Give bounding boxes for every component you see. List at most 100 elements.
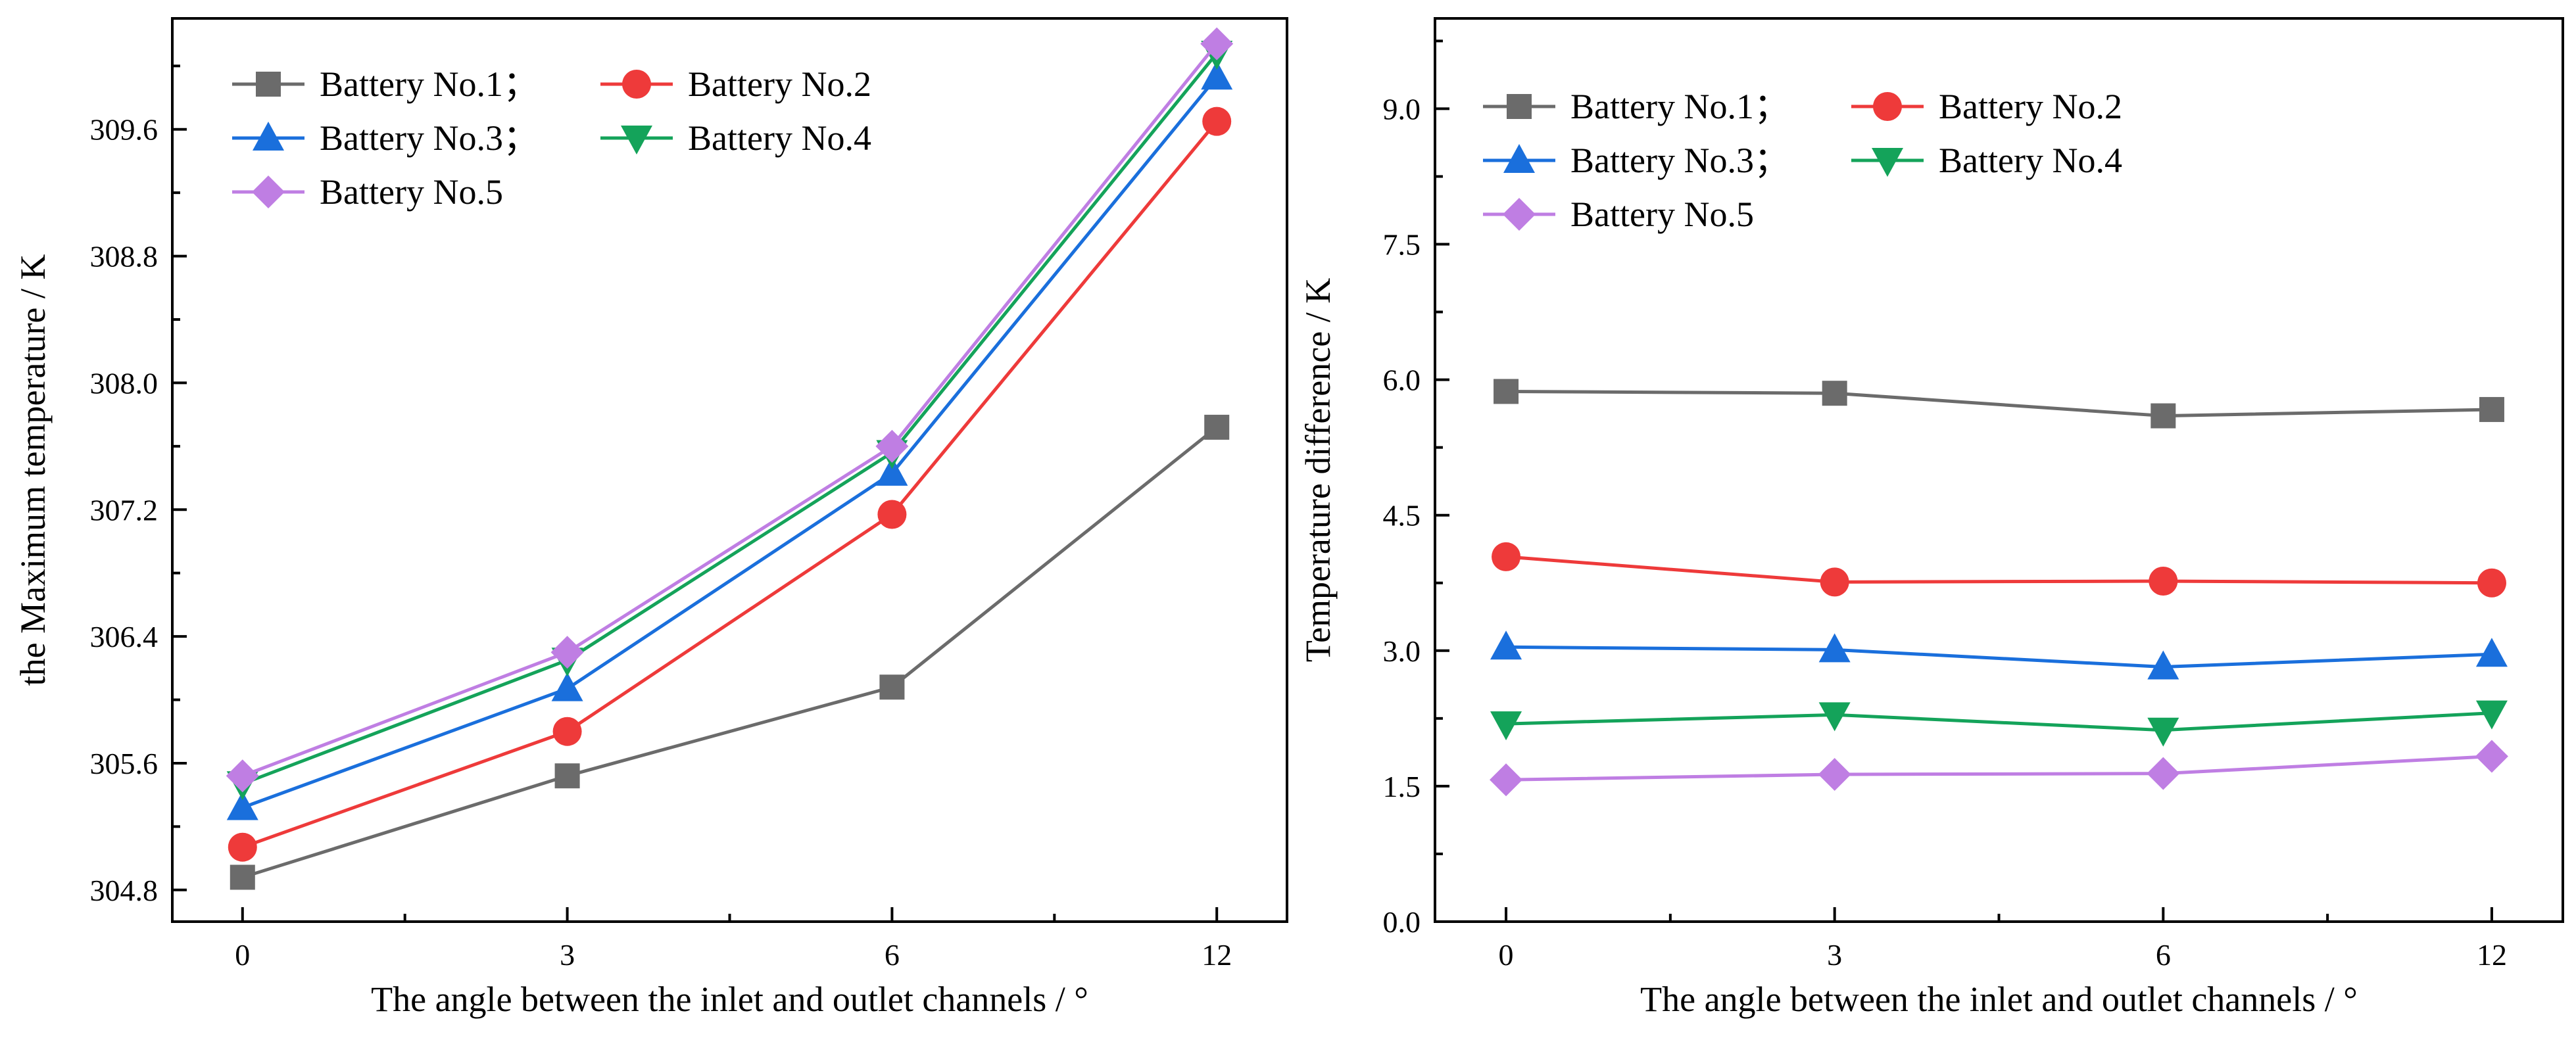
data-point-battery-no-5 <box>1490 763 1523 797</box>
legend-label: Battery No.3； <box>320 118 539 158</box>
y-tick-label: 304.8 <box>90 874 158 907</box>
data-point-battery-no-5 <box>2475 740 2508 773</box>
y-tick-label: 6.0 <box>1383 364 1421 397</box>
data-point-battery-no-2 <box>2149 567 2178 596</box>
series-line-battery-no-2 <box>241 120 1219 849</box>
y-tick-label: 309.6 <box>90 113 158 147</box>
y-tick-label: 306.4 <box>90 620 158 653</box>
series-battery-no-2 <box>228 106 1232 862</box>
series-battery-no-1 <box>1494 379 2504 429</box>
y-tick-label: 0.0 <box>1383 905 1421 939</box>
legend-item-battery-no-4: Battery No.4 <box>1851 141 2122 180</box>
series-line-battery-no-3 <box>1506 645 2492 669</box>
series-battery-no-5 <box>226 27 1234 793</box>
data-point-battery-no-5 <box>550 636 584 669</box>
data-point-battery-no-1 <box>1822 381 1847 406</box>
legend-item-battery-no-3: Battery No.3； <box>1483 141 1789 180</box>
y-axis-label: the Maximum temperature / K <box>13 254 53 686</box>
legend-label: Battery No.4 <box>1939 141 2122 180</box>
data-point-battery-no-1 <box>879 674 905 700</box>
legend-item-battery-no-4: Battery No.4 <box>600 118 871 158</box>
data-point-battery-no-1 <box>1204 414 1230 440</box>
x-tick-label: 6 <box>2156 938 2171 972</box>
data-point-battery-no-5 <box>875 429 909 463</box>
x-tick-label: 0 <box>1499 938 1514 972</box>
legend-marker <box>622 70 651 99</box>
legend-label: Battery No.3； <box>1570 141 1789 180</box>
series-battery-no-4 <box>1490 700 2508 747</box>
data-point-battery-no-1 <box>2151 403 2176 429</box>
y-tick-label: 308.0 <box>90 366 158 400</box>
legend-label: Battery No.1； <box>320 64 539 104</box>
data-point-battery-no-2 <box>877 500 907 529</box>
data-point-battery-no-2 <box>1492 542 1521 571</box>
data-point-battery-no-3 <box>1818 633 1851 663</box>
legend-marker <box>621 126 652 154</box>
data-point-battery-no-2 <box>552 717 582 746</box>
y-tick-label: 9.0 <box>1383 92 1421 126</box>
series-line-battery-no-1 <box>1506 389 2492 418</box>
max-temperature-chart: 304.8 305.6 306.4 307.2 308.0 308.8 309.6 0 3 6 12… <box>13 17 1288 1019</box>
data-point-battery-no-5 <box>1200 27 1234 60</box>
data-point-battery-no-2 <box>1820 567 1849 597</box>
legend-item-battery-no-5: Battery No.5 <box>232 172 503 212</box>
data-point-battery-no-4 <box>1490 711 1522 741</box>
x-tick-label: 3 <box>1827 938 1842 972</box>
data-point-battery-no-2 <box>2477 568 2506 598</box>
data-point-battery-no-1 <box>230 864 255 890</box>
x-axis-label: The angle between the inlet and outlet c… <box>371 979 1088 1019</box>
data-point-battery-no-3 <box>551 672 583 701</box>
x-tick-label: 3 <box>560 938 575 972</box>
series-line-battery-no-1 <box>242 425 1218 879</box>
legend-item-battery-no-2: Battery No.2 <box>1851 87 2122 126</box>
legend-item-battery-no-3: Battery No.3； <box>232 118 539 158</box>
x-tick-label: 12 <box>1202 938 1232 972</box>
data-point-battery-no-5 <box>226 759 259 793</box>
y-tick-label: 4.5 <box>1383 499 1421 532</box>
data-point-battery-no-3 <box>226 791 258 820</box>
data-point-battery-no-1 <box>554 763 580 789</box>
y-tick-label: 308.8 <box>90 240 158 273</box>
legend-marker <box>1872 148 1903 177</box>
series-line-battery-no-2 <box>1505 555 2492 585</box>
data-point-battery-no-3 <box>2147 650 2179 680</box>
legend-marker <box>1507 94 1532 119</box>
legend-marker <box>256 72 281 97</box>
data-point-battery-no-4 <box>2147 717 2179 747</box>
data-point-battery-no-3 <box>876 456 908 486</box>
x-tick-label: 12 <box>2477 938 2507 972</box>
legend-marker <box>1873 92 1902 121</box>
series-line-battery-no-3 <box>241 76 1219 809</box>
y-tick-label: 1.5 <box>1383 770 1421 803</box>
data-point-battery-no-1 <box>2479 396 2504 422</box>
legend-label: Battery No.2 <box>1939 87 2122 126</box>
data-point-battery-no-2 <box>228 832 257 862</box>
legend-item-battery-no-2: Battery No.2 <box>600 64 871 104</box>
data-point-battery-no-3 <box>2475 638 2508 667</box>
series-line-battery-no-5 <box>1506 755 2492 782</box>
y-tick-label: 305.6 <box>90 747 158 780</box>
series-battery-no-2 <box>1492 542 2506 598</box>
series-line-battery-no-5 <box>241 42 1219 778</box>
legend-item-battery-no-5: Battery No.5 <box>1483 195 1754 234</box>
data-point-battery-no-3 <box>1490 630 1522 660</box>
legend-marker <box>252 176 285 208</box>
legend-marker <box>253 122 284 151</box>
series-line-battery-no-4 <box>1505 711 2492 732</box>
series-battery-no-3 <box>1490 630 2508 680</box>
legend-marker <box>1503 144 1535 173</box>
series-line-battery-no-4 <box>241 52 1219 786</box>
data-point-battery-no-3 <box>1201 60 1233 90</box>
series-battery-no-1 <box>230 414 1230 890</box>
data-point-battery-no-1 <box>1494 379 1519 404</box>
legend-label: Battery No.5 <box>320 172 503 212</box>
legend-item-battery-no-1: Battery No.1； <box>1483 87 1789 126</box>
y-tick-label: 3.0 <box>1383 634 1421 668</box>
data-point-battery-no-5 <box>2147 757 2180 790</box>
data-point-battery-no-2 <box>1202 106 1232 136</box>
y-axis-label: Temperature difference / K <box>1298 278 1338 662</box>
temperature-difference-chart: 0.0 1.5 3.0 4.5 6.0 7.5 9.0 0 3 6 12 The angle betw… <box>1298 17 2564 1019</box>
data-point-battery-no-5 <box>1818 758 1851 791</box>
y-tick-label: 307.2 <box>90 493 158 527</box>
